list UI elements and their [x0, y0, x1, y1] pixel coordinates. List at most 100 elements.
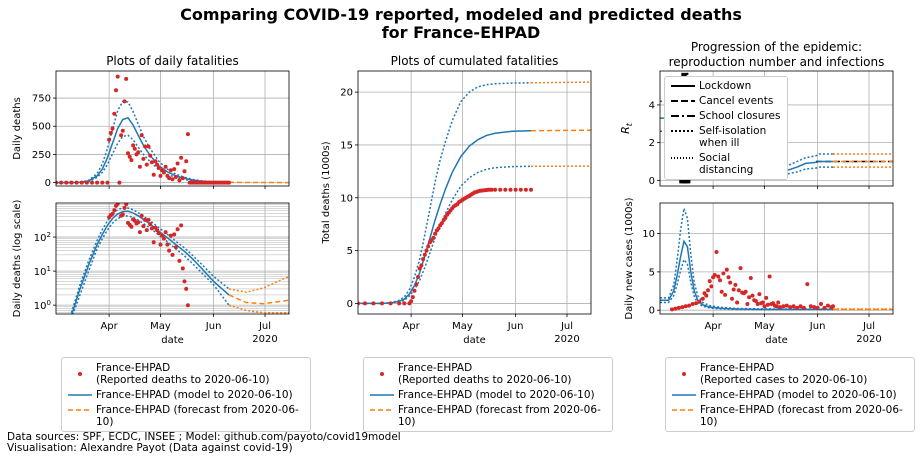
reported-point	[362, 301, 367, 306]
x-tick-label: Jul	[560, 321, 573, 332]
y-tick-label: 0	[45, 178, 51, 189]
reported-point	[795, 305, 800, 310]
forecast-upper-line	[530, 81, 591, 84]
reported-point	[173, 175, 178, 179]
reported-marker-icon	[78, 372, 82, 376]
gridlines	[660, 203, 893, 317]
x-tick-label: Apr	[704, 321, 722, 332]
reported-point	[784, 303, 789, 308]
y-tick-label: 0	[649, 306, 655, 317]
reported-point	[180, 176, 185, 181]
x-axis-label: date	[765, 335, 788, 346]
reported-point	[750, 293, 755, 298]
reported-point	[146, 144, 151, 149]
reported-point	[137, 164, 142, 169]
reported-point	[161, 236, 166, 241]
reported-point	[416, 275, 420, 279]
reported-point	[719, 289, 724, 294]
reported-point	[139, 133, 144, 138]
reported-point	[167, 176, 172, 181]
reported-point	[687, 303, 692, 308]
reported-point	[173, 245, 178, 250]
reported-point	[753, 299, 758, 303]
npi-legend-item: Cancel events	[665, 95, 783, 107]
panel-title: Plots of daily fatalities	[106, 54, 239, 68]
reported-point	[168, 233, 173, 238]
reported-point	[433, 231, 438, 236]
reported-point	[436, 226, 441, 231]
axes-frame	[55, 202, 290, 315]
reported-point	[776, 300, 781, 305]
model-upper-line	[70, 207, 230, 313]
x-tick-label: May	[452, 321, 473, 332]
forecast-lower-line	[228, 304, 289, 314]
legend-label: France-EHPAD (model to 2020-06-10)	[96, 389, 293, 401]
reported-point	[690, 302, 695, 306]
reported-point	[155, 162, 160, 167]
reported-point	[163, 164, 168, 169]
reported-point	[808, 304, 813, 309]
reported-point	[180, 266, 185, 271]
forecast-line-icon	[68, 409, 92, 411]
reported-point	[124, 203, 129, 207]
legend-model: France-EHPAD (model to 2020-06-10)	[62, 389, 304, 401]
reported-point	[179, 223, 184, 228]
legend-model: France-EHPAD (model to 2020-06-10)	[364, 389, 606, 401]
y-tick-label: 4	[649, 100, 655, 111]
chart-cases: 0 5 10 Apr May Jun Jul 2020 date Daily new cases …	[624, 197, 894, 346]
footer-sources: Data sources: SPF, ECDC, INSEE ; Model: …	[7, 431, 401, 443]
reported-point	[114, 88, 118, 93]
y-tick-label: 2	[649, 138, 655, 149]
y-tick-exponent: 0	[47, 299, 51, 307]
reported-point	[117, 180, 122, 185]
reported-point	[812, 305, 817, 310]
y-tick-label: 10	[340, 193, 353, 204]
reported-point	[755, 302, 760, 306]
reported-point	[683, 304, 688, 309]
npi-legend-label: School closures	[699, 110, 781, 122]
panel-title: Progression of the epidemic:	[691, 40, 862, 54]
reported-point	[74, 180, 79, 185]
reported-point	[747, 295, 752, 300]
x-tick-label: Jul	[258, 321, 271, 332]
legend-label: France-EHPAD	[96, 362, 171, 374]
reported-point	[825, 303, 830, 308]
x-year-label: 2020	[856, 334, 881, 345]
reported-point	[529, 187, 533, 192]
reported-point	[185, 303, 190, 308]
reported-point	[165, 242, 170, 247]
y-tick-label: 0	[347, 299, 353, 310]
reported-point	[728, 280, 733, 285]
y-tick-label: 102	[34, 231, 51, 244]
reported-marker-icon	[380, 372, 384, 376]
legend-label: France-EHPAD (forecast from 2020-06-10)	[398, 404, 601, 428]
reported-point	[119, 133, 124, 138]
reported-point	[694, 301, 698, 306]
reported-point	[132, 146, 137, 151]
reported-point	[172, 232, 177, 237]
reported-point	[781, 304, 786, 309]
reported-point	[791, 304, 796, 309]
reported-point	[79, 180, 84, 185]
axes-frame	[659, 70, 894, 187]
x-axis-label: date	[463, 335, 486, 346]
reported-point	[422, 252, 427, 257]
reported-point	[139, 213, 144, 218]
x-axis-label: date	[161, 335, 184, 346]
reported-point	[144, 228, 149, 233]
reported-point	[709, 284, 714, 289]
legend-forecast: France-EHPAD (forecast from 2020-06-10)	[62, 404, 304, 428]
legend-label: France-EHPAD (forecast from 2020-06-10)	[700, 404, 903, 428]
model-lower-line	[56, 134, 230, 184]
npi-legend-item: School closures	[665, 110, 783, 122]
reported-point	[141, 156, 146, 161]
reported-point	[182, 279, 187, 284]
reported-point	[412, 288, 417, 293]
reported-point	[508, 187, 513, 192]
plot-series	[70, 203, 289, 314]
reported-point	[161, 170, 166, 175]
cancel-events-line-icon	[671, 100, 695, 102]
